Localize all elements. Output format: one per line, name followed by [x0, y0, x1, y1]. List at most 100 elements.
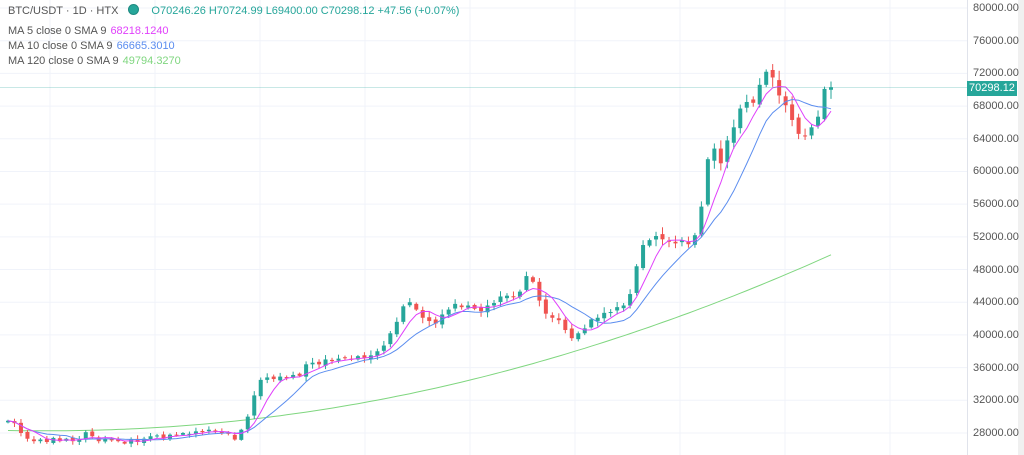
candle-body: [628, 294, 633, 306]
indicator-ma5[interactable]: MA 5 close 0 SMA 9 68218.1240: [8, 25, 169, 37]
candle-body: [336, 358, 341, 361]
candle-body: [517, 291, 522, 297]
price-axis-scrollbar[interactable]: [1018, 0, 1024, 455]
candle-body: [362, 355, 367, 358]
y-tick-label: 28000.00: [973, 427, 1019, 439]
candle-body: [692, 235, 697, 245]
candle-body: [258, 379, 263, 397]
candle-body: [427, 317, 432, 322]
y-tick-label: 64000.00: [973, 132, 1019, 145]
candle-body: [213, 430, 218, 432]
candle-body: [634, 266, 639, 293]
candle-body: [479, 307, 484, 312]
candle-body: [829, 87, 833, 90]
candle-body: [576, 333, 581, 340]
candle-body: [394, 321, 399, 335]
last-price-tag: 70298.12: [967, 81, 1017, 96]
candle-body: [744, 101, 749, 108]
candle-body: [511, 296, 516, 298]
y-tick-label: 80000.00: [973, 2, 1019, 14]
market-status-icon: [128, 4, 140, 15]
candle-body: [809, 127, 814, 136]
candle-body: [109, 438, 114, 441]
candle-body: [122, 441, 127, 444]
candle-body: [304, 364, 309, 377]
candle-body: [550, 315, 555, 318]
low-value: L69400.00: [265, 5, 318, 17]
candle-body: [239, 429, 244, 440]
y-tick-label: 60000.00: [973, 165, 1019, 178]
ma10-line: [7, 98, 832, 441]
candle-body: [174, 434, 179, 436]
candle-body: [161, 434, 166, 439]
candle-body: [323, 359, 328, 366]
indicator-label: MA 120 close 0 SMA 9: [8, 55, 119, 67]
candle-body: [116, 439, 121, 442]
y-tick-label: 68000.00: [973, 100, 1019, 113]
candle-body: [77, 439, 82, 442]
candle-body: [317, 361, 322, 365]
candle-body: [822, 88, 827, 120]
candle-body: [485, 305, 490, 313]
candle-body: [556, 318, 561, 321]
candle-body: [537, 281, 542, 301]
candle-body: [342, 357, 347, 359]
y-tick-label: 56000.00: [973, 198, 1019, 211]
candle-body: [232, 434, 237, 440]
candle-body: [731, 127, 736, 143]
candle-body: [420, 310, 425, 318]
candle-body: [608, 312, 613, 314]
candle-body: [621, 305, 626, 309]
candle-body: [57, 438, 62, 442]
candle-body: [498, 296, 503, 302]
candle-body: [582, 328, 587, 334]
indicator-label: MA 5 close 0 SMA 9: [8, 25, 107, 37]
candle-body: [135, 438, 140, 442]
candle-body: [407, 302, 412, 306]
symbol-title[interactable]: BTC/USDT · 1D · HTX: [8, 5, 119, 17]
indicator-value: 66665.3010: [116, 40, 175, 52]
candle-body: [206, 429, 211, 432]
candle-body: [414, 303, 419, 310]
candle-body: [38, 439, 43, 442]
indicator-value: 68218.1240: [110, 25, 169, 37]
candle-body: [803, 135, 808, 137]
grid: [0, 0, 967, 455]
candle-body: [271, 376, 276, 380]
candle-body: [777, 80, 782, 96]
candle-body: [641, 245, 646, 269]
ma10-layer: [7, 98, 832, 441]
candle-body: [83, 432, 88, 440]
candle-body: [783, 96, 788, 106]
candle-body: [492, 303, 497, 306]
candle-body: [686, 242, 691, 245]
candle-body: [660, 234, 665, 240]
candle-body: [70, 437, 75, 442]
candle-body: [790, 104, 795, 120]
price-axis-border: [967, 0, 968, 455]
open-value: O70246.26: [151, 5, 206, 17]
candle-body: [388, 333, 393, 345]
candle-body: [673, 241, 678, 244]
indicator-ma120[interactable]: MA 120 close 0 SMA 9 49794.3270: [8, 55, 181, 67]
candle-body: [278, 376, 283, 381]
candle-body: [725, 140, 730, 162]
candle-body: [284, 377, 289, 379]
y-tick-label: 40000.00: [973, 328, 1019, 341]
close-value: C70298.12: [320, 5, 375, 17]
candle-body: [751, 99, 756, 103]
y-tick-label: 36000.00: [973, 361, 1019, 374]
candle-body: [31, 439, 36, 442]
candle-body: [466, 305, 471, 308]
candle-body: [381, 345, 386, 351]
indicator-ma10[interactable]: MA 10 close 0 SMA 9 66665.3010: [8, 40, 175, 52]
y-tick-label: 32000.00: [973, 394, 1019, 407]
candle-body: [219, 431, 224, 433]
candle-body: [375, 351, 380, 356]
candle-body: [129, 439, 134, 444]
ma5-layer: [7, 85, 832, 442]
ohlc-values: O70246.26 H70724.99 L69400.00 C70298.12 +47.…: [151, 5, 462, 17]
candle-body: [18, 422, 23, 433]
candle-body: [712, 148, 717, 161]
